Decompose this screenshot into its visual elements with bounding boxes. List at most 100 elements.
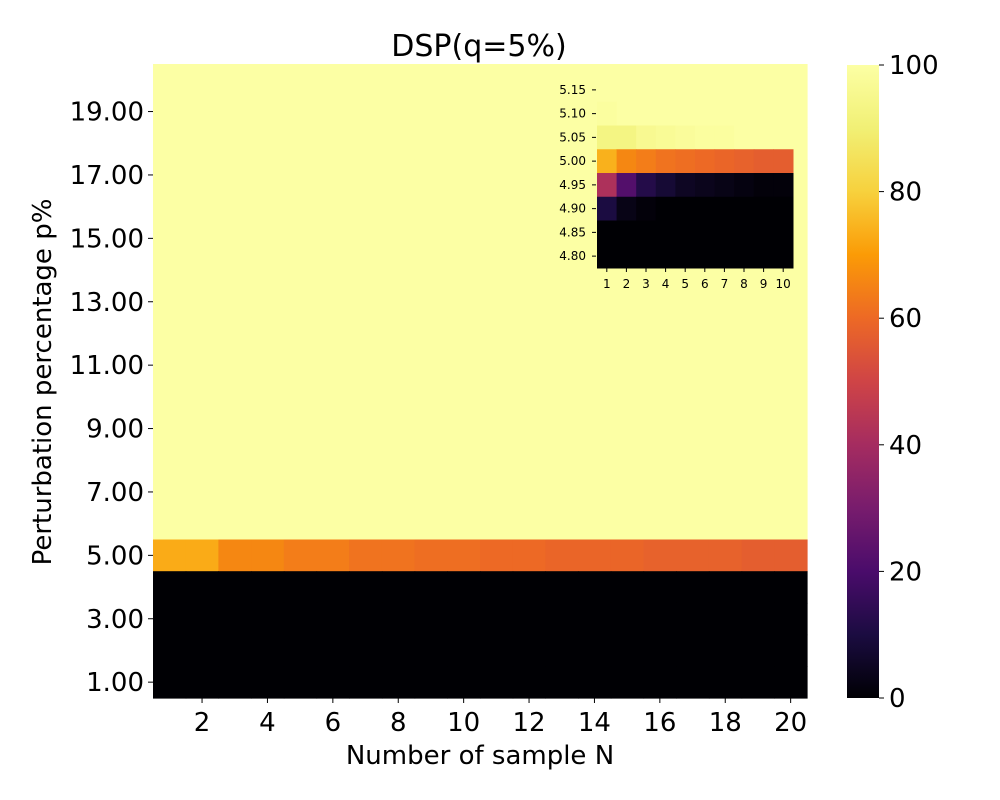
heatmap-cell (349, 571, 383, 604)
inset-cell (655, 173, 676, 198)
heatmap-cell (414, 412, 448, 445)
heatmap-cell (578, 444, 612, 477)
heatmap-cell (545, 159, 579, 192)
inset-x-tick-label: 4 (662, 277, 670, 291)
heatmap-cell (512, 64, 546, 97)
inset-cell (714, 125, 735, 150)
heatmap-cell (381, 349, 416, 382)
heatmap-cell (447, 666, 481, 699)
heatmap-cell (741, 571, 775, 604)
heatmap-cell (610, 285, 645, 319)
heatmap-cell (251, 190, 285, 224)
heatmap-cell (447, 476, 481, 509)
heatmap-cell (185, 95, 219, 128)
heatmap-cell (251, 602, 285, 636)
colorbar-ticks: 100 80 60 40 20 0 (879, 51, 939, 714)
inset-cell (616, 220, 637, 245)
heatmap-cell (316, 127, 350, 160)
heatmap-cell (381, 254, 416, 287)
x-tick-label: 16 (643, 708, 676, 738)
heatmap-cell (545, 666, 579, 699)
inset-cell (597, 220, 618, 245)
heatmap-cell (774, 317, 808, 350)
heatmap-cell (153, 254, 187, 287)
inset-cell (636, 149, 657, 174)
heatmap-cell (447, 317, 481, 350)
heatmap-cell (512, 159, 546, 192)
heatmap-cell (545, 634, 579, 667)
heatmap-cell (774, 634, 808, 667)
heatmap-cell (512, 507, 546, 541)
heatmap-cell (414, 666, 448, 699)
heatmap-cell (610, 539, 645, 572)
inset-cell (675, 173, 696, 198)
heatmap-cell (153, 666, 187, 699)
heatmap-cell (251, 349, 285, 382)
heatmap-cell (218, 507, 252, 541)
inset-cell (655, 196, 676, 221)
heatmap-cell (480, 159, 514, 192)
heatmap-cell (381, 64, 416, 97)
inset-cell (773, 173, 794, 198)
inset-cell (597, 244, 618, 269)
heatmap-cell (708, 349, 743, 382)
heatmap-cell (381, 476, 416, 509)
heatmap-cell (512, 95, 546, 128)
heatmap-cell (545, 444, 579, 477)
heatmap-cell (153, 571, 187, 604)
heatmap-cell (447, 602, 481, 636)
heatmap-cell (480, 666, 514, 699)
y-tick-label: 17.00 (70, 161, 144, 191)
inset-cell (616, 244, 637, 269)
inset-cell (753, 244, 774, 269)
heatmap-cell (545, 539, 579, 572)
heatmap-cell (447, 507, 481, 541)
y-tick-label: 15.00 (70, 224, 144, 254)
heatmap-cell (185, 571, 219, 604)
heatmap-cell (414, 190, 448, 224)
heatmap-cell (774, 507, 808, 541)
heatmap-cell (349, 254, 383, 287)
heatmap-cell (643, 381, 677, 414)
heatmap-cell (480, 190, 514, 224)
inset-cell (655, 244, 676, 269)
x-tick-label: 4 (259, 708, 276, 738)
heatmap-cell (316, 349, 350, 382)
inset-cell (616, 125, 637, 150)
colorbar (847, 65, 879, 698)
heatmap-cell (447, 64, 481, 97)
heatmap-cell (185, 317, 219, 350)
heatmap-cell (185, 159, 219, 192)
heatmap-cell (708, 666, 743, 699)
heatmap-cell (218, 602, 252, 636)
heatmap-cell (447, 412, 481, 445)
heatmap-cell (414, 602, 448, 636)
heatmap-cell (283, 666, 318, 699)
heatmap-cell (414, 285, 448, 319)
heatmap-cell (316, 190, 350, 224)
heatmap-cell (414, 127, 448, 160)
heatmap-cell (218, 190, 252, 224)
inset-cell (655, 101, 676, 126)
heatmap-cell (381, 95, 416, 128)
heatmap-cell (251, 222, 285, 255)
inset-cell (753, 101, 774, 126)
heatmap-cell (153, 127, 187, 160)
heatmap-cell (545, 602, 579, 636)
heatmap-cell (251, 539, 285, 572)
x-tick-label: 6 (325, 708, 342, 738)
heatmap-cell (708, 381, 743, 414)
inset-cell (636, 220, 657, 245)
inset-y-tick-label: 4.80 (559, 249, 586, 263)
heatmap-cell (480, 507, 514, 541)
heatmap-cell (610, 349, 645, 382)
heatmap-cell (251, 444, 285, 477)
x-tick-label: 12 (513, 708, 546, 738)
heatmap-cell (283, 190, 318, 224)
heatmap-cell (316, 254, 350, 287)
heatmap-cell (708, 634, 743, 667)
heatmap-cell (349, 159, 383, 192)
inset-cell (597, 125, 618, 150)
inset-cell (695, 244, 716, 269)
